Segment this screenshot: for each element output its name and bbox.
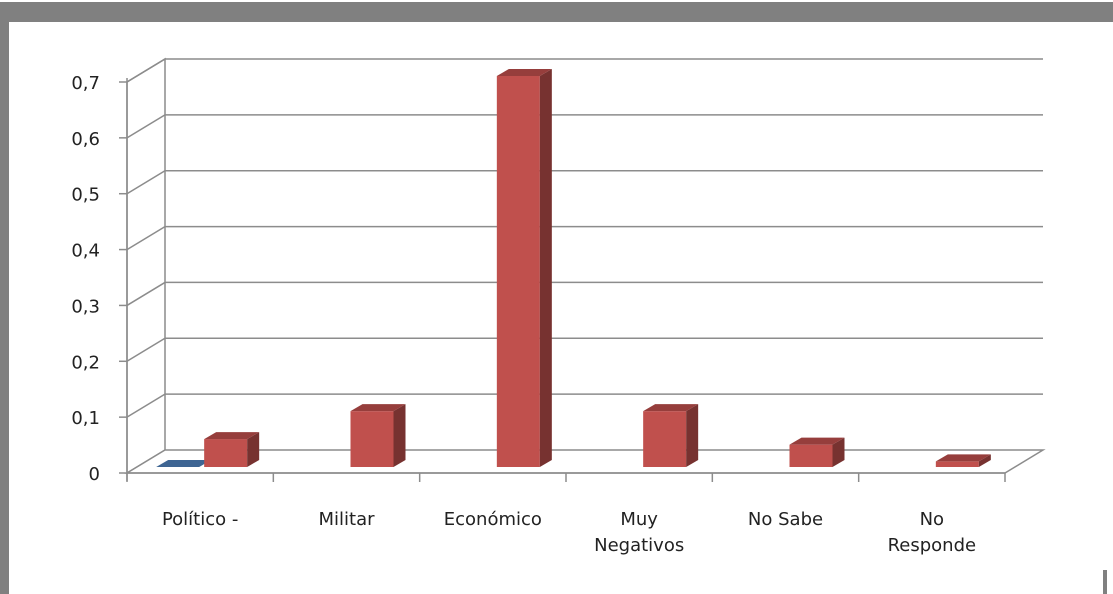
y-tick-label: 0,7 [71,73,100,94]
x-category-label: Muy Negativos [594,509,684,556]
bar-side [393,404,406,467]
bar-side [247,432,260,467]
x-axis-labels: Político - Militar Económico Muy Negativos No… [126,473,1006,556]
y-axis-ticks: 0 0,1 0,2 0,3 0,4 0,5 0,6 0,7 [71,73,127,485]
bar-side [539,69,552,467]
y-tick-label: 0,2 [71,352,100,373]
bar-top [156,460,212,467]
y-tick-label: 0,4 [71,241,100,262]
grid-line [126,281,1043,307]
frame-left-border [0,2,9,594]
bar [496,69,552,467]
grid-line [126,58,1043,83]
bar-front [789,444,833,467]
floor [124,449,1046,474]
grid-line [126,225,1043,251]
y-tick-label: 0,5 [71,185,100,206]
bar-front [350,411,394,467]
grid-lines [126,58,1043,418]
grid-line [126,337,1043,362]
grid-line [126,114,1043,139]
side-wall [126,57,166,475]
bar [935,454,991,467]
bars [156,69,991,467]
bar [156,460,212,467]
y-tick-label: 0 [89,464,100,485]
bar-top [935,454,991,462]
bar-front [204,439,248,467]
bar [643,404,699,467]
x-category-label: Económico [444,509,542,530]
bar-top [204,432,260,440]
bar-front [643,411,687,467]
y-tick-label: 0,6 [71,129,100,150]
y-tick-label: 0,1 [71,408,100,429]
bar-top [496,69,552,76]
bar-front [935,461,979,467]
bar-side [978,454,991,467]
x-category-label: No Sabe [748,509,823,530]
bar-side [686,404,699,467]
grid-line [126,393,1043,418]
bar-top [789,437,845,445]
bar [350,404,406,467]
x-category-label: No Responde [888,509,977,556]
grid-line [126,169,1043,195]
x-category-label: Militar [318,509,375,530]
frame-right-border-stub [1103,570,1107,594]
bar [204,432,260,467]
bar [789,437,845,467]
frame-top-border [0,2,1113,22]
y-tick-label: 0,3 [71,296,100,317]
bar-front [496,76,540,467]
x-category-label: Político - [162,509,238,530]
bar-top [643,404,699,412]
bar-top [350,404,406,412]
bar-side [832,437,845,467]
